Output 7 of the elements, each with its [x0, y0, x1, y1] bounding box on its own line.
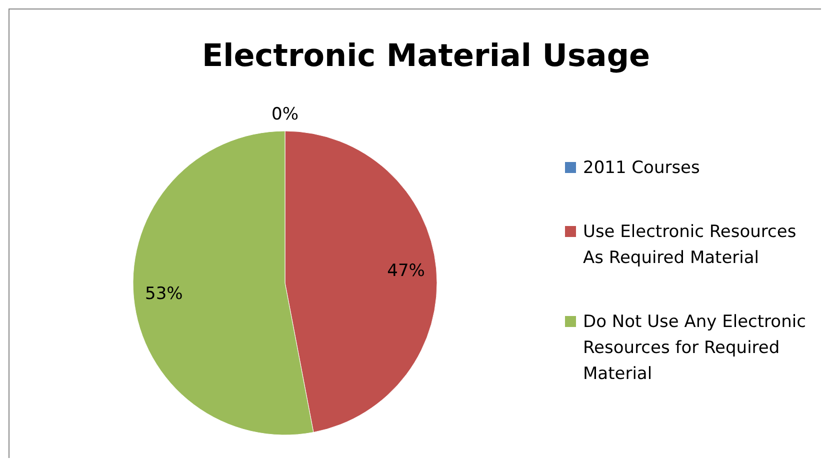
legend-label: 2011 Courses — [583, 158, 700, 178]
legend-label: Use Electronic Resources As Required Material — [583, 222, 796, 268]
text: 0% — [272, 104, 298, 125]
legend-label: Do Not Use Any Electronic Resources for Required Material — [583, 312, 806, 384]
data-label: 47% — [387, 261, 425, 282]
data-label: 53% — [145, 284, 183, 304]
chart-title: Electronic Material Usage — [202, 38, 650, 74]
